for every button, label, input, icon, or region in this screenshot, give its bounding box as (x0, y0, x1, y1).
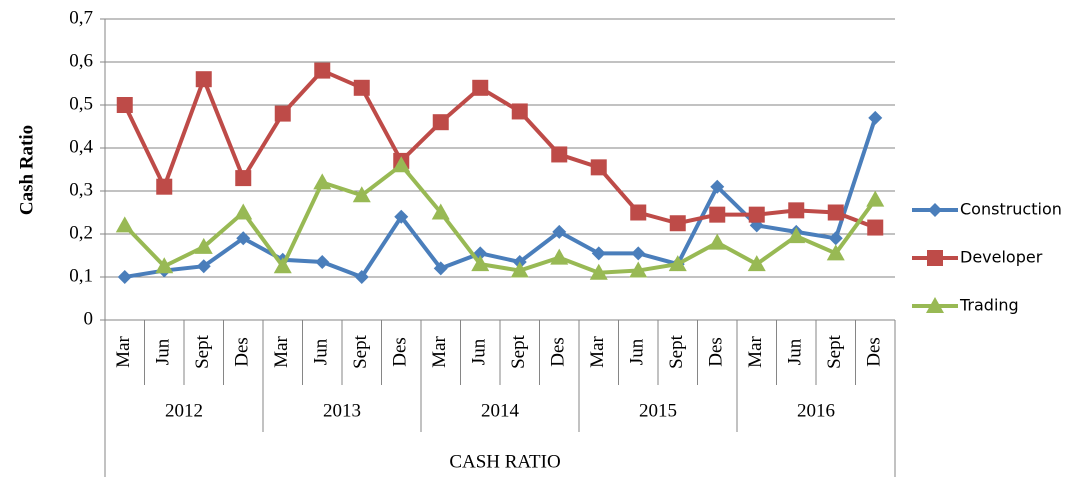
marker (432, 114, 449, 131)
x-tick-label: Jun (469, 338, 490, 365)
y-tick-label: 0,2 (69, 222, 93, 243)
marker (394, 209, 409, 224)
x-axis-title: CASH RATIO (449, 451, 560, 472)
x-tick-label: Des (232, 337, 253, 367)
series-line (123, 162, 877, 275)
series-line (124, 117, 878, 280)
y-tick-label: 0,1 (69, 265, 93, 286)
y-axis-title: Cash Ratio (16, 125, 37, 215)
marker (827, 204, 844, 221)
marker (235, 170, 252, 187)
marker (550, 248, 569, 265)
year-label: 2013 (323, 400, 361, 421)
marker (392, 156, 411, 173)
x-tick-label: Mar (745, 336, 766, 368)
marker (115, 216, 134, 233)
marker (236, 231, 251, 246)
x-tick-label: Jun (785, 338, 806, 365)
marker (117, 270, 132, 284)
marker (234, 203, 253, 220)
marker (313, 173, 332, 190)
marker (868, 110, 883, 125)
marker (510, 261, 529, 278)
marker (354, 270, 369, 284)
x-tick-label: Des (548, 337, 569, 367)
year-label: 2012 (165, 400, 203, 421)
x-tick-label: Jun (153, 338, 174, 365)
marker (352, 186, 371, 203)
x-tick-label: Mar (113, 336, 134, 368)
marker (551, 146, 568, 163)
y-tick-label: 0,7 (69, 7, 93, 28)
marker (710, 179, 725, 194)
x-tick-label: Sept (824, 334, 845, 369)
marker (926, 297, 944, 313)
y-tick-label: 0,6 (69, 50, 93, 71)
marker (629, 261, 648, 278)
x-tick-label: Sept (350, 334, 371, 369)
marker (668, 255, 687, 272)
marker (589, 263, 608, 280)
marker (748, 206, 765, 223)
marker (314, 62, 331, 79)
marker (273, 257, 292, 274)
x-tick-label: Sept (666, 334, 687, 369)
marker (828, 231, 843, 246)
x-tick-label: Des (864, 337, 885, 367)
marker (747, 255, 766, 272)
marker (433, 261, 448, 276)
marker (196, 259, 211, 274)
marker (194, 237, 213, 254)
x-tick-label: Jun (311, 338, 332, 365)
marker (928, 203, 942, 217)
marker (590, 159, 607, 176)
marker (708, 233, 727, 250)
marker (867, 219, 884, 236)
legend-label: Trading (959, 296, 1019, 315)
marker (315, 254, 330, 269)
marker (826, 244, 845, 261)
x-tick-label: Sept (192, 334, 213, 369)
y-tick-label: 0,5 (69, 93, 93, 114)
year-label: 2015 (639, 400, 677, 421)
marker (709, 206, 726, 223)
year-label: 2014 (481, 400, 520, 421)
x-tick-label: Des (390, 337, 411, 367)
x-tick-label: Mar (429, 336, 450, 368)
marker (787, 227, 806, 244)
marker (195, 71, 212, 88)
marker (788, 202, 805, 219)
marker (511, 103, 528, 120)
marker (116, 97, 133, 113)
marker (274, 105, 291, 122)
marker (471, 255, 490, 272)
x-tick-label: Mar (271, 336, 292, 368)
marker (155, 257, 174, 274)
legend-label: Developer (960, 248, 1043, 267)
x-tick-label: Mar (587, 336, 608, 368)
marker (552, 224, 567, 239)
y-tick-label: 0 (84, 308, 94, 329)
marker (631, 246, 646, 261)
marker (927, 250, 943, 266)
marker (866, 190, 885, 207)
x-tick-label: Jun (627, 338, 648, 365)
year-label: 2016 (797, 400, 835, 421)
x-tick-label: Sept (508, 334, 529, 369)
x-tick-label: Des (706, 337, 727, 367)
marker (353, 79, 370, 96)
y-tick-label: 0,3 (69, 179, 93, 200)
marker (431, 203, 450, 220)
legend-label: Construction (960, 200, 1062, 219)
series-line (122, 68, 876, 230)
marker (669, 215, 686, 232)
marker (156, 178, 173, 195)
marker (591, 246, 606, 261)
marker (630, 204, 647, 221)
marker (472, 79, 489, 96)
y-tick-label: 0,4 (69, 136, 93, 157)
